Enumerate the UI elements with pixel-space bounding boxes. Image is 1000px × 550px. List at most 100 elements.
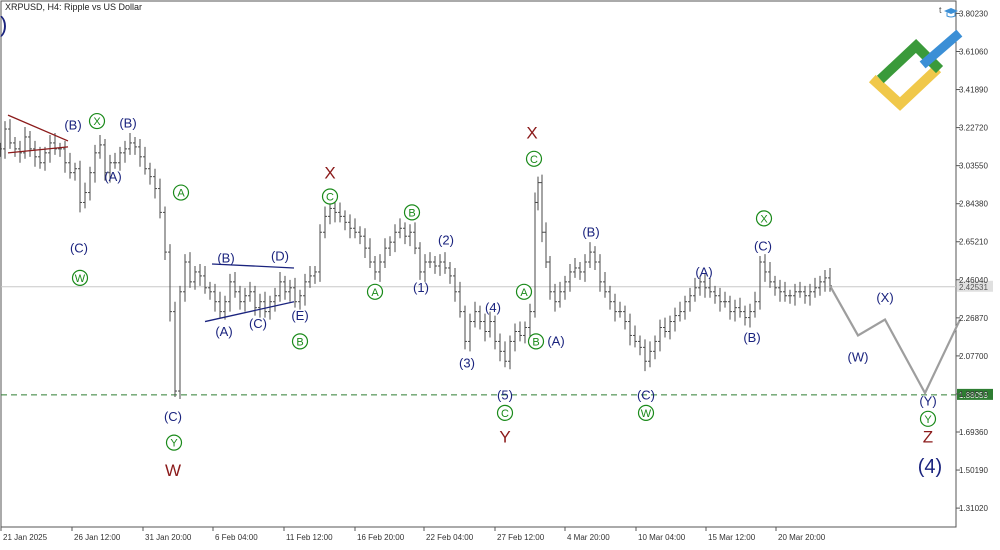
- mortarboard-icon[interactable]: [944, 8, 958, 18]
- wave-d-1: (D): [271, 248, 289, 263]
- wave-circ-c-2-ring: [525, 150, 543, 167]
- price-bar: [763, 254, 767, 282]
- price-bar: [358, 226, 362, 245]
- price-bar: [518, 321, 522, 342]
- price-bar: [283, 275, 287, 300]
- price-bar: [58, 142, 62, 157]
- trendline-layer: [7, 114, 295, 323]
- price-bar: [608, 285, 612, 310]
- price-bar: [68, 152, 72, 179]
- price-bar: [733, 299, 737, 322]
- x-tick-label: 20 Mar 20:00: [778, 533, 826, 542]
- price-bar: [468, 313, 472, 352]
- forecast-path: [829, 285, 961, 396]
- price-bar: [308, 265, 312, 288]
- price-bar: [683, 295, 687, 320]
- price-bar: [153, 168, 157, 199]
- wave-circ-a-3-text: A: [520, 287, 528, 299]
- price-bar: [823, 269, 827, 292]
- price-bar: [218, 291, 222, 318]
- price-bar: [613, 293, 617, 322]
- wave-c-3: (C): [249, 316, 267, 331]
- x-tick-label: 22 Feb 04:00: [426, 533, 474, 542]
- x-tick-label: 10 Mar 04:00: [638, 533, 686, 542]
- chart-corner-glyph[interactable]: t: [939, 5, 942, 15]
- wave-e-1: (E): [291, 308, 308, 323]
- wave-circ-b-1-ring: [403, 204, 421, 221]
- price-bar: [193, 265, 197, 290]
- price-bar: [418, 242, 422, 280]
- price-bar: [278, 271, 282, 302]
- wave-circ-a-2: A: [366, 283, 384, 300]
- price-bar: [793, 283, 797, 306]
- price-bar: [523, 321, 527, 344]
- price-bar: [598, 254, 602, 292]
- plot-border: [0, 0, 957, 528]
- triangle-b-d-line: [211, 263, 295, 269]
- price-bar: [343, 210, 347, 231]
- price-bar: [293, 277, 297, 308]
- price-bar: [813, 277, 817, 298]
- wave-circ-x-1: X: [88, 112, 106, 130]
- wave-circ-w-2: W: [637, 404, 655, 421]
- price-bar: [213, 283, 217, 312]
- wave-cap-x-2: X: [526, 124, 537, 143]
- price-bar: [118, 146, 122, 171]
- wave-circ-w-1-ring: [71, 269, 89, 286]
- price-bar: [403, 222, 407, 245]
- price-bar: [438, 254, 442, 276]
- price-bar: [693, 277, 697, 302]
- x-tick-label: 21 Jan 2025: [3, 533, 48, 542]
- price-bar: [373, 256, 377, 280]
- price-bar: [98, 134, 102, 159]
- price-bar: [818, 275, 822, 296]
- price-bar: [303, 273, 307, 306]
- price-bar: [663, 317, 667, 338]
- wave-circ-a-2-text: A: [371, 287, 379, 299]
- price-bar: [143, 146, 147, 175]
- current-price-label: 2.42531: [959, 283, 988, 292]
- x-tick-label: 26 Jan 12:00: [74, 533, 121, 542]
- price-bar: [713, 285, 717, 304]
- price-bar: [163, 206, 167, 261]
- price-bar: [628, 313, 632, 346]
- wave-circ-a-3-ring: [515, 283, 533, 300]
- price-bar: [63, 140, 67, 173]
- price-bar: [778, 279, 782, 302]
- wave-1-1: (1): [413, 280, 429, 295]
- price-bar: [338, 202, 342, 223]
- price-bar: [503, 341, 507, 368]
- price-bar: [178, 285, 182, 399]
- wave-circ-w-1-text: W: [75, 273, 86, 285]
- wave-circ-w-2-ring: [637, 404, 655, 421]
- price-bar: [723, 291, 727, 308]
- wave-c-1: (C): [70, 240, 88, 255]
- price-bar: [363, 228, 367, 259]
- wave-b-3: (B): [217, 250, 234, 265]
- price-bar: [23, 127, 27, 159]
- price-bar: [318, 224, 322, 282]
- price-bar: [128, 132, 132, 155]
- wave-circ-b-2: B: [291, 333, 309, 350]
- x-tick-label: 11 Feb 12:00: [286, 533, 333, 542]
- price-bar: [353, 218, 357, 239]
- wave-circ-c-2-text: C: [530, 154, 538, 166]
- price-bar: [698, 275, 702, 296]
- wave-circ-b-1: B: [403, 204, 421, 221]
- wave-b-1: (B): [64, 117, 81, 132]
- price-bar: [93, 144, 97, 183]
- price-bar: [228, 273, 232, 312]
- x-tick-label: 4 Mar 20:00: [567, 533, 610, 542]
- y-tick-label: 1.31020: [959, 504, 988, 513]
- current-price-tag: [957, 280, 993, 292]
- price-bar: [648, 341, 652, 368]
- price-bar: [473, 301, 477, 328]
- y-tick-label: 3.61060: [959, 47, 988, 56]
- wave-b-5: (B): [743, 330, 760, 345]
- cut-paren-top: ): [0, 12, 7, 37]
- wave-b-4: (B): [582, 225, 599, 240]
- price-bar: [768, 262, 772, 288]
- price-bar: [33, 140, 37, 167]
- wave-c-4: (C): [637, 387, 655, 402]
